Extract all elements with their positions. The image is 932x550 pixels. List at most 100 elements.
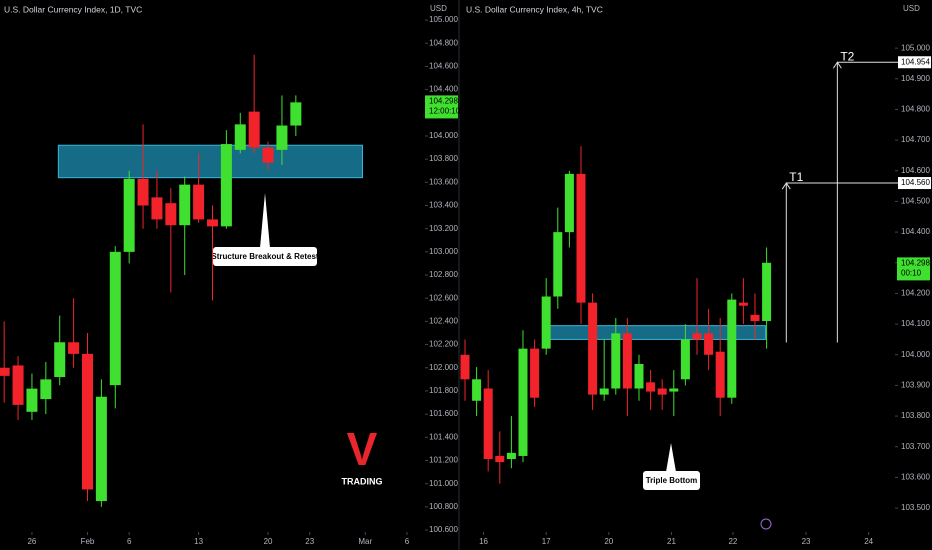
y-tick-label: 104.600 [901, 166, 930, 175]
candle-body [68, 342, 80, 354]
candle-body [40, 379, 52, 400]
y-tick-label: 102.600 [429, 293, 458, 302]
zone [57, 144, 363, 179]
y-tick-label: 102.800 [429, 270, 458, 279]
candle-body [553, 232, 563, 297]
countdown-label: 12:00:10 [429, 107, 461, 116]
candle-body [82, 353, 93, 490]
candle-body [599, 388, 609, 395]
candle-body [262, 147, 274, 163]
candle-body [634, 363, 644, 389]
y-tick-label: 100.600 [429, 525, 458, 534]
candle-body [541, 296, 551, 349]
candle-body [220, 144, 232, 227]
x-tick-label: 21 [667, 537, 676, 546]
candle-body [276, 125, 288, 150]
target-name: T1 [789, 170, 803, 184]
target-name: T2 [840, 49, 854, 63]
x-tick-label: Feb [81, 537, 95, 546]
chart-title: U.S. Dollar Currency Index, 1D, TVC [4, 4, 142, 14]
candle-body [646, 382, 656, 392]
y-tick-label: 100.800 [429, 502, 458, 511]
y-tick-label: 101.400 [429, 432, 458, 441]
y-tick-label: 104.200 [901, 289, 930, 298]
target-price-box [898, 56, 931, 69]
candle-body [657, 388, 667, 395]
logo-text: TRADING [342, 476, 383, 486]
countdown-label: 00:10 [901, 269, 922, 278]
currency-label: USD [430, 4, 447, 13]
candle-body [506, 452, 516, 460]
candle-body [123, 178, 135, 252]
y-tick-label: 104.000 [429, 131, 458, 140]
candle-body [137, 178, 149, 206]
y-tick-label: 103.700 [901, 442, 930, 451]
y-tick-label: 103.000 [429, 247, 458, 256]
x-tick-label: 16 [479, 537, 488, 546]
y-tick-label: 103.400 [429, 201, 458, 210]
candle-body [12, 365, 24, 405]
candle-body [576, 173, 586, 303]
y-tick-label: 102.400 [429, 317, 458, 326]
y-tick-label: 101.000 [429, 479, 458, 488]
candle-body [0, 367, 10, 376]
candle-body [207, 219, 218, 227]
candle-body [483, 388, 493, 460]
candle-body [151, 197, 163, 220]
candle-body [518, 348, 528, 456]
y-tick-label: 103.200 [429, 224, 458, 233]
candle-body [750, 314, 760, 322]
y-tick-label: 103.600 [901, 473, 930, 482]
candle-body [588, 302, 598, 395]
x-tick-label: 17 [542, 537, 551, 546]
chart-title: U.S. Dollar Currency Index, 4h, TVC [466, 4, 603, 14]
y-tick-label: 103.800 [901, 411, 930, 420]
candle-body [715, 351, 725, 398]
candle-body [564, 173, 574, 233]
callout-box [643, 471, 700, 490]
candle-body [54, 342, 66, 378]
candle-body [26, 388, 38, 412]
candle-body [669, 388, 679, 392]
candle-body [738, 302, 748, 306]
candle-body [704, 333, 714, 355]
callout-box [213, 247, 317, 266]
callout-text: Triple Bottom [646, 476, 698, 485]
last-price-box [425, 95, 458, 119]
y-tick-label: 104.000 [901, 350, 930, 359]
y-tick-label: 104.400 [429, 85, 458, 94]
y-tick-label: 102.000 [429, 363, 458, 372]
candle-body [193, 184, 205, 220]
y-tick-label: 104.100 [901, 319, 930, 328]
candle-body [762, 262, 772, 322]
event-icon [760, 518, 772, 530]
currency-label: USD [903, 4, 920, 13]
y-tick-label: 101.200 [429, 456, 458, 465]
candle-body [165, 203, 177, 226]
last-price-label: 104.298 [429, 97, 458, 106]
candle-body [611, 333, 621, 389]
x-tick-label: 22 [728, 537, 737, 546]
y-tick-label: 104.600 [429, 62, 458, 71]
callout-text: Structure Breakout & Retest [211, 252, 318, 261]
y-tick-label: 104.800 [901, 105, 930, 114]
x-tick-label: 23 [802, 537, 811, 546]
x-tick-label: 23 [305, 537, 314, 546]
last-price-box [897, 257, 930, 281]
y-tick-label: 103.500 [901, 503, 930, 512]
y-tick-label: 103.800 [429, 154, 458, 163]
y-tick-label: 105.000 [429, 15, 458, 24]
candle-body [109, 251, 121, 386]
y-tick-label: 105.000 [901, 43, 930, 52]
y-tick-label: 103.600 [429, 177, 458, 186]
x-tick-label: 13 [194, 537, 203, 546]
y-tick-label: 104.700 [901, 135, 930, 144]
candle-body [680, 339, 690, 380]
x-tick-label: 20 [604, 537, 613, 546]
candle-body [290, 102, 302, 126]
x-tick-label: 24 [864, 537, 873, 546]
y-tick-label: 101.600 [429, 409, 458, 418]
